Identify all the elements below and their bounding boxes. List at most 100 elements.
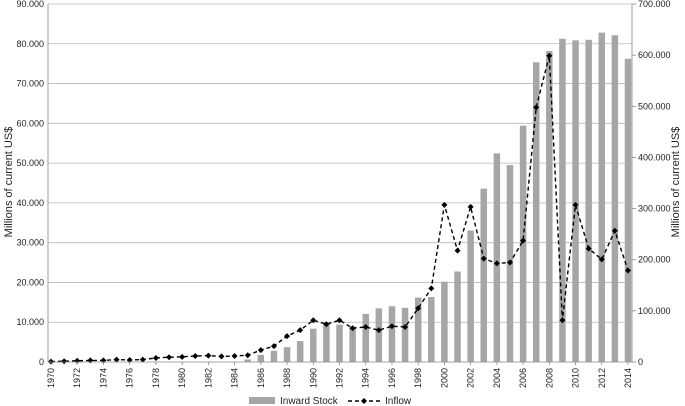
bar	[296, 341, 304, 362]
x-tick-label: 2002	[466, 368, 476, 388]
left-tick-label: 30.000	[16, 238, 44, 248]
left-tick-label: 50.000	[16, 158, 44, 168]
inflow-point	[218, 353, 225, 360]
inflow-point	[428, 285, 435, 292]
bar	[624, 58, 632, 362]
inflow-point	[310, 317, 317, 324]
bar	[585, 39, 592, 363]
bar	[611, 35, 619, 362]
x-tick-label: 1984	[230, 368, 240, 388]
bar	[414, 297, 422, 362]
x-tick-label: 1970	[46, 368, 56, 388]
left-tick-label: 20.000	[16, 277, 44, 287]
x-tick-label: 2008	[544, 368, 554, 388]
x-axis-ticks: 1970 1972 1974 1976 1978 1980 1982 1984 1986 1988…	[46, 362, 633, 388]
x-tick-label: 1978	[151, 368, 161, 388]
inflow-point	[467, 203, 474, 210]
right-tick-label: 400.000	[638, 152, 671, 162]
bar	[493, 153, 501, 362]
left-tick-label: 60.000	[16, 118, 44, 128]
bar	[519, 125, 527, 362]
x-tick-label: 1992	[335, 368, 345, 388]
inflow-point	[87, 357, 94, 364]
bar	[546, 51, 553, 363]
x-tick-label: 1974	[98, 368, 108, 388]
left-axis-ticks: 0 10.000 20.000 30.000 40.000 50.000 60.000 70.…	[16, 0, 44, 367]
x-tick-label: 2004	[492, 368, 502, 388]
right-tick-label: 0	[638, 357, 643, 367]
inflow-point	[257, 347, 264, 354]
x-tick-label: 2000	[439, 368, 449, 388]
bar	[257, 354, 265, 362]
inflow-point	[362, 323, 369, 330]
legend: Inward Stock Inflow	[249, 396, 412, 406]
left-tick-label: 10.000	[16, 317, 44, 327]
inflow-point	[493, 260, 500, 267]
right-axis-label: Millions of current US$	[670, 127, 682, 238]
inflow-point	[388, 323, 395, 330]
x-tick-label: 1972	[72, 368, 82, 388]
axes	[47, 4, 633, 363]
left-tick-label: 40.000	[16, 198, 44, 208]
inflow-line	[50, 55, 629, 363]
inflow-point	[559, 317, 566, 324]
x-tick-label: 1994	[361, 368, 371, 388]
left-tick-label: 70.000	[16, 79, 44, 89]
x-tick-label: 1990	[308, 368, 318, 388]
inflow-point	[179, 353, 186, 360]
inflow-point	[415, 305, 422, 312]
left-axis-label: Millions of current US$	[3, 127, 15, 238]
left-tick-label: 0	[39, 357, 44, 367]
inflow-point	[349, 325, 356, 332]
bar	[401, 307, 409, 362]
right-axis-ticks: 0 100.000 200.000 300.000 400.000 500.000 600.…	[632, 0, 671, 367]
inflow-point	[231, 353, 238, 360]
bar	[244, 359, 251, 362]
legend-swatch-inward-stock	[249, 397, 275, 404]
gridlines	[48, 3, 632, 323]
inflow-point	[205, 352, 212, 359]
x-tick-label: 1982	[203, 368, 213, 388]
inflow-point	[61, 358, 68, 365]
inflow-point	[506, 259, 513, 266]
bar	[532, 62, 540, 362]
x-tick-label: 1980	[177, 368, 187, 388]
bar	[336, 324, 343, 362]
bar	[428, 297, 435, 362]
inflow-point	[139, 356, 146, 363]
x-tick-label: 2006	[518, 368, 528, 388]
right-tick-label: 200.000	[638, 255, 671, 265]
bar	[598, 32, 606, 362]
bar	[375, 308, 383, 362]
bar	[283, 347, 291, 362]
inflow-point	[454, 247, 461, 254]
bar-series-inward-stock	[244, 32, 632, 363]
inflow-point	[611, 227, 618, 234]
right-tick-label: 500.000	[638, 101, 671, 111]
inflow-point	[166, 354, 173, 361]
inflow-point	[192, 353, 199, 360]
right-tick-label: 700.000	[638, 0, 671, 9]
right-tick-label: 100.000	[638, 306, 671, 316]
inflow-point	[585, 245, 592, 252]
inflow-point	[625, 267, 631, 274]
x-tick-label: 1996	[387, 368, 397, 388]
inflow-point	[244, 352, 251, 359]
inflow-point	[402, 323, 409, 330]
legend-marker-inflow	[361, 398, 367, 404]
bar	[362, 313, 369, 362]
bar	[480, 188, 487, 362]
inflow-point	[270, 343, 277, 350]
x-tick-label: 2014	[623, 368, 633, 388]
inflow-point	[572, 201, 579, 208]
left-tick-label: 80.000	[16, 39, 44, 49]
legend-label-inflow: Inflow	[385, 396, 412, 406]
bar	[349, 326, 356, 362]
bar	[323, 323, 330, 362]
legend-label-inward-stock: Inward Stock	[280, 396, 339, 406]
left-tick-label: 90.000	[16, 0, 44, 9]
x-tick-label: 2012	[597, 368, 607, 388]
bar	[441, 281, 448, 362]
right-tick-label: 600.000	[638, 50, 671, 60]
x-tick-label: 1988	[282, 368, 292, 388]
